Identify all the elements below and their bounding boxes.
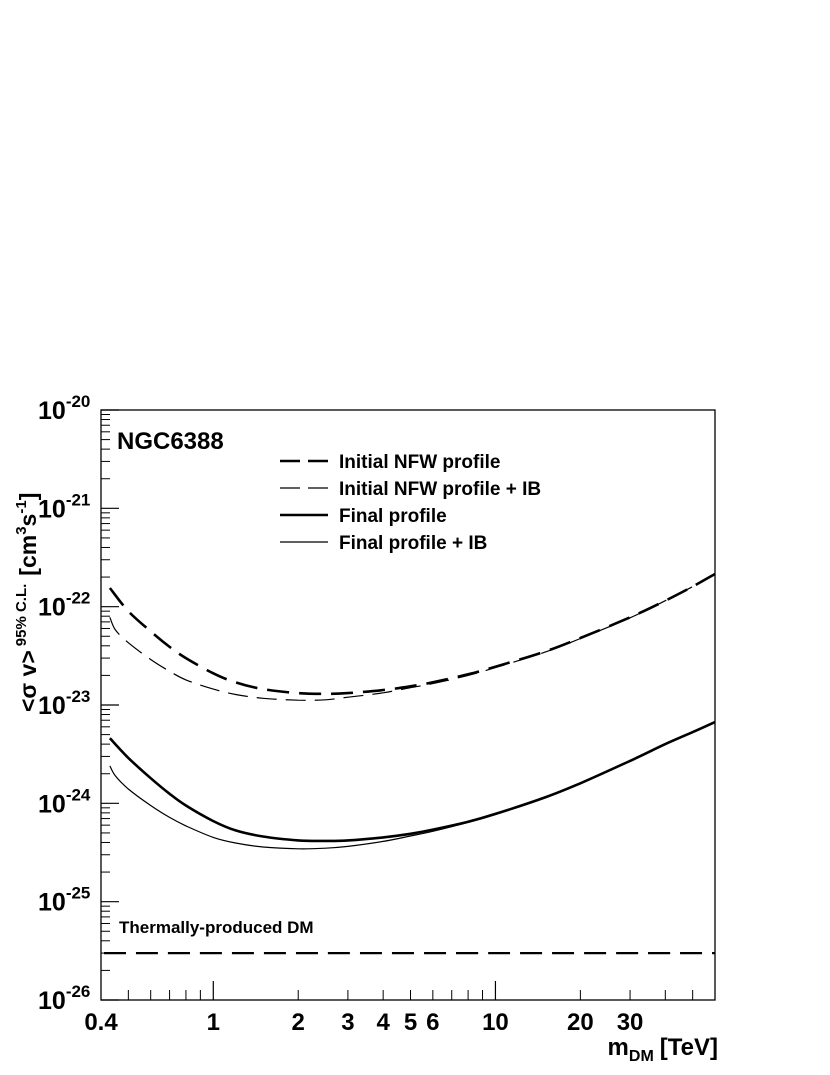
y-axis-title-unit-pre: [cm xyxy=(15,535,41,576)
y-tick-label-base: 10 xyxy=(38,495,66,523)
y-tick-label-exp: -26 xyxy=(66,982,91,1001)
y-tick-label-base: 10 xyxy=(38,692,66,720)
y-tick-label-exp: -22 xyxy=(66,589,91,608)
y-tick-label-base: 10 xyxy=(38,889,66,917)
x-axis-title-unit: [TeV] xyxy=(660,1034,718,1061)
y-tick-label-exp: -20 xyxy=(66,392,91,411)
legend-item: Initial NFW profile xyxy=(280,452,501,473)
y-tick-label-base: 10 xyxy=(38,397,66,425)
y-axis-title-pre: <σ v> xyxy=(15,650,41,712)
y-tick-label-base: 10 xyxy=(38,987,66,1015)
legend-label: Initial NFW profile + IB xyxy=(339,479,541,500)
series-line-0 xyxy=(108,572,716,696)
series-lines xyxy=(104,572,716,955)
series-line-2 xyxy=(108,720,716,843)
x-tick-label: 10 xyxy=(482,1009,509,1036)
y-major-ticks xyxy=(101,409,119,1001)
x-tick-label: 6 xyxy=(426,1009,439,1036)
y-tick-label-exp: -25 xyxy=(66,884,91,903)
chart-title: NGC6388 xyxy=(117,428,224,455)
y-axis-title: <σ v> 95% C.L. [cm3s-1] xyxy=(13,493,41,712)
y-tick-label-base: 10 xyxy=(38,790,66,818)
y-tick-label: 10-23 xyxy=(38,687,90,720)
y-axis-title-unit-mid: s xyxy=(15,514,41,527)
legend-item: Initial NFW profile + IB xyxy=(280,479,541,500)
x-tick-label: 3 xyxy=(341,1009,354,1036)
x-tick-label: 30 xyxy=(617,1009,644,1036)
y-tick-label: 10-25 xyxy=(38,884,90,917)
y-axis-title-unit-sup1: 3 xyxy=(13,526,30,534)
legend-label: Initial NFW profile xyxy=(339,452,501,473)
y-tick-label: 10-26 xyxy=(38,982,90,1015)
y-tick-label-exp: -24 xyxy=(66,785,91,804)
y-minor-ticks xyxy=(101,413,110,971)
legend-label: Final profile + IB xyxy=(339,533,487,554)
x-axis-title: mDM [TeV] xyxy=(608,1034,718,1065)
series-line-1 xyxy=(109,573,716,701)
x-ticks xyxy=(100,981,716,1000)
legend-label: Final profile xyxy=(339,506,447,527)
x-tick-label: 2 xyxy=(292,1009,305,1036)
series-line-3 xyxy=(109,721,716,850)
y-tick-label: 10-22 xyxy=(38,589,90,622)
x-axis-title-sub: DM xyxy=(629,1048,654,1065)
annotation-thermal-dm: Thermally-produced DM xyxy=(119,918,314,937)
x-tick-labels: 0.4 1 2 3 4 5 6 10 20 30 xyxy=(84,1009,643,1036)
x-tick-label: 4 xyxy=(376,1009,390,1036)
y-axis-title-unit-post: ] xyxy=(15,493,41,501)
x-tick-label: 20 xyxy=(567,1009,594,1036)
x-tick-label: 0.4 xyxy=(84,1009,118,1036)
legend-item: Final profile xyxy=(280,506,447,527)
y-axis-title-unit-sup2: -1 xyxy=(13,500,30,513)
y-tick-label: 10-20 xyxy=(38,392,90,425)
y-tick-label-base: 10 xyxy=(38,594,66,622)
x-axis-title-main: m xyxy=(608,1034,629,1061)
x-tick-label: 5 xyxy=(404,1009,417,1036)
legend: Initial NFW profile Initial NFW profile +… xyxy=(280,452,541,554)
y-axis-title-sup: 95% C.L. xyxy=(13,584,30,647)
y-tick-label-exp: -23 xyxy=(66,687,91,706)
x-tick-label: 1 xyxy=(207,1009,220,1036)
y-tick-label-exp: -21 xyxy=(66,490,91,509)
legend-item: Final profile + IB xyxy=(280,533,487,554)
y-tick-label: 10-24 xyxy=(38,785,91,818)
y-tick-label: 10-21 xyxy=(38,490,90,523)
